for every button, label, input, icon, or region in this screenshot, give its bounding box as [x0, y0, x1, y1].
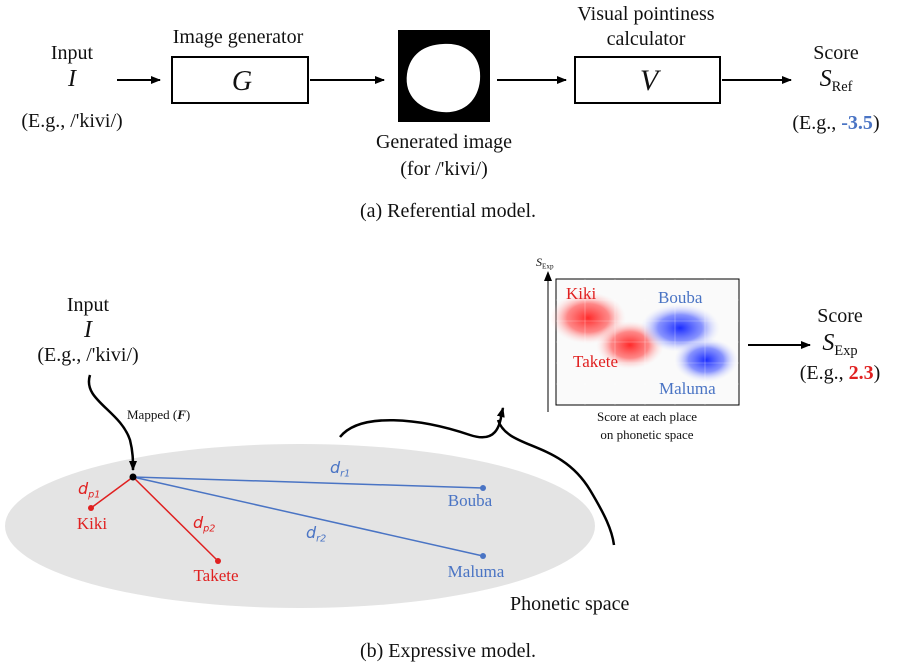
line-dp1	[90, 476, 134, 509]
heatmap-kiki: Kiki	[566, 284, 597, 303]
phonetic-space-label: Phonetic space	[510, 593, 630, 615]
label-dr1: dr1	[330, 458, 351, 480]
ref-score-symbol: SRef	[820, 66, 853, 96]
ref-score-s: S	[819, 66, 832, 92]
kiki-label: Kiki	[76, 514, 108, 533]
generator-symbol: G	[231, 66, 253, 97]
exp-score-example-prefix: (E.g.,	[799, 362, 849, 384]
label-dp2: dp2	[193, 513, 216, 535]
ref-score-label: Score	[813, 42, 859, 64]
dp2-d: d	[193, 513, 204, 532]
takete-label: Takete	[193, 566, 239, 585]
heatmap-axis-label: SExp	[536, 255, 554, 271]
ref-input-symbol: I	[68, 66, 76, 92]
maluma-label: Maluma	[447, 562, 505, 581]
mapped-label: Mapped (F)	[127, 407, 191, 423]
mapped-label-prefix: Mapped (	[127, 407, 178, 422]
heatmap-caption-2: on phonetic space	[600, 427, 694, 442]
takete-point	[215, 558, 221, 564]
exp-score-example-value: 2.3	[848, 362, 874, 384]
exp-input-label: Input	[66, 294, 110, 316]
calculator-symbol: V	[639, 64, 659, 97]
ref-score-example: (E.g., -3.5)	[792, 112, 879, 135]
caption-a: (a) Referential model.	[359, 200, 537, 222]
bouba-label: Bouba	[447, 491, 493, 510]
exp-score-label: Score	[817, 305, 863, 327]
bouba-point	[480, 485, 486, 491]
generated-image-caption-2: (for /'kivi/)	[400, 158, 488, 180]
mapped-input-point	[129, 473, 137, 481]
heatmap-panel	[550, 278, 740, 406]
dp2-sub: p2	[203, 523, 216, 535]
ref-score-example-value: -3.5	[841, 112, 873, 134]
heatmap-maluma: Maluma	[659, 379, 716, 398]
ref-score-subscript: Ref	[831, 79, 853, 96]
bracket-curve-upper	[339, 407, 505, 439]
dp1-d: d	[78, 479, 89, 498]
calculator-label-1: Visual pointiness	[577, 3, 715, 25]
dr1-sub: r1	[340, 468, 351, 480]
dp1-sub: p1	[88, 489, 101, 501]
generator-label: Image generator	[172, 26, 304, 48]
heatmap-takete: Takete	[573, 352, 619, 371]
mapped-label-suffix: )	[185, 407, 191, 422]
ref-score-example-suffix: )	[872, 112, 880, 134]
ref-score-example-prefix: (E.g.,	[792, 112, 842, 134]
line-dr2	[132, 476, 484, 557]
exp-input-symbol: I	[84, 317, 92, 343]
dr2-sub: r2	[316, 533, 327, 545]
generated-blob-shape	[406, 43, 481, 113]
ref-input-label: Input	[50, 42, 94, 64]
ref-input-example: (E.g., /'kivi/)	[21, 110, 123, 132]
maluma-point	[480, 553, 486, 559]
bracket-curve-lower	[496, 419, 616, 546]
heatmap-bouba: Bouba	[658, 288, 703, 307]
dr2-d: d	[306, 523, 317, 542]
mapped-symbol: F	[177, 407, 186, 422]
generator-box: G	[171, 56, 309, 104]
exp-input-example: (E.g., /'kivi/)	[37, 344, 139, 366]
calculator-label-2: calculator	[606, 28, 686, 50]
label-dr2: dr2	[306, 523, 327, 545]
label-dp1: dp1	[78, 479, 101, 501]
heatmap-caption-1: Score at each place	[597, 409, 697, 424]
exp-score-subscript: Exp	[834, 343, 858, 360]
caption-b: (b) Expressive model.	[359, 640, 537, 662]
kiki-point	[88, 505, 94, 511]
heatmap-axis-s: S	[536, 255, 542, 269]
dr1-d: d	[330, 458, 341, 477]
exp-score-example: (E.g., 2.3)	[800, 362, 881, 385]
exp-score-example-suffix: )	[873, 362, 881, 384]
line-dp2	[132, 476, 219, 562]
heatmap-axis-subscript: Exp	[542, 262, 554, 271]
line-dr1	[132, 476, 484, 489]
mapped-curve-arrow	[87, 374, 137, 471]
exp-score-symbol: SExp	[822, 330, 857, 360]
phonetic-space-ellipse	[5, 444, 595, 608]
calculator-box: V	[574, 56, 721, 104]
exp-score-s: S	[822, 330, 835, 356]
generated-image-caption-1: Generated image	[375, 131, 513, 153]
